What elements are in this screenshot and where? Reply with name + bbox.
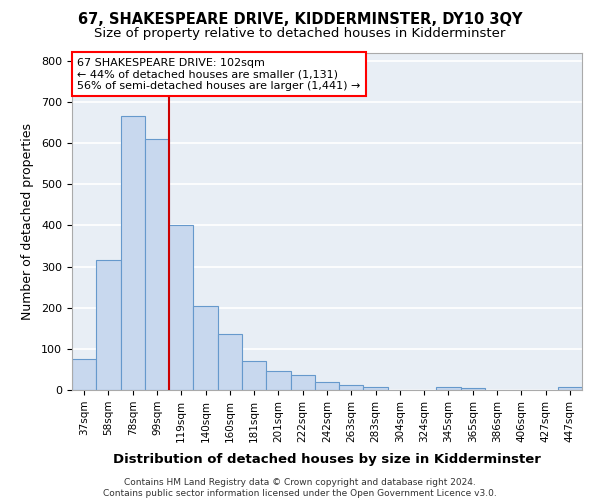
Bar <box>193 306 218 390</box>
X-axis label: Distribution of detached houses by size in Kidderminster: Distribution of detached houses by size … <box>113 453 541 466</box>
Bar <box>96 260 121 390</box>
Bar <box>242 361 266 390</box>
Bar <box>558 387 582 390</box>
Bar <box>364 386 388 390</box>
Bar <box>218 334 242 390</box>
Text: Contains HM Land Registry data © Crown copyright and database right 2024.
Contai: Contains HM Land Registry data © Crown c… <box>103 478 497 498</box>
Bar <box>461 388 485 390</box>
Bar <box>339 385 364 390</box>
Bar <box>145 139 169 390</box>
Y-axis label: Number of detached properties: Number of detached properties <box>21 122 34 320</box>
Bar <box>169 226 193 390</box>
Bar <box>121 116 145 390</box>
Bar <box>436 387 461 390</box>
Text: 67 SHAKESPEARE DRIVE: 102sqm
← 44% of detached houses are smaller (1,131)
56% of: 67 SHAKESPEARE DRIVE: 102sqm ← 44% of de… <box>77 58 361 91</box>
Bar <box>266 371 290 390</box>
Bar <box>290 375 315 390</box>
Text: 67, SHAKESPEARE DRIVE, KIDDERMINSTER, DY10 3QY: 67, SHAKESPEARE DRIVE, KIDDERMINSTER, DY… <box>78 12 522 28</box>
Bar <box>72 359 96 390</box>
Text: Size of property relative to detached houses in Kidderminster: Size of property relative to detached ho… <box>94 28 506 40</box>
Bar <box>315 382 339 390</box>
